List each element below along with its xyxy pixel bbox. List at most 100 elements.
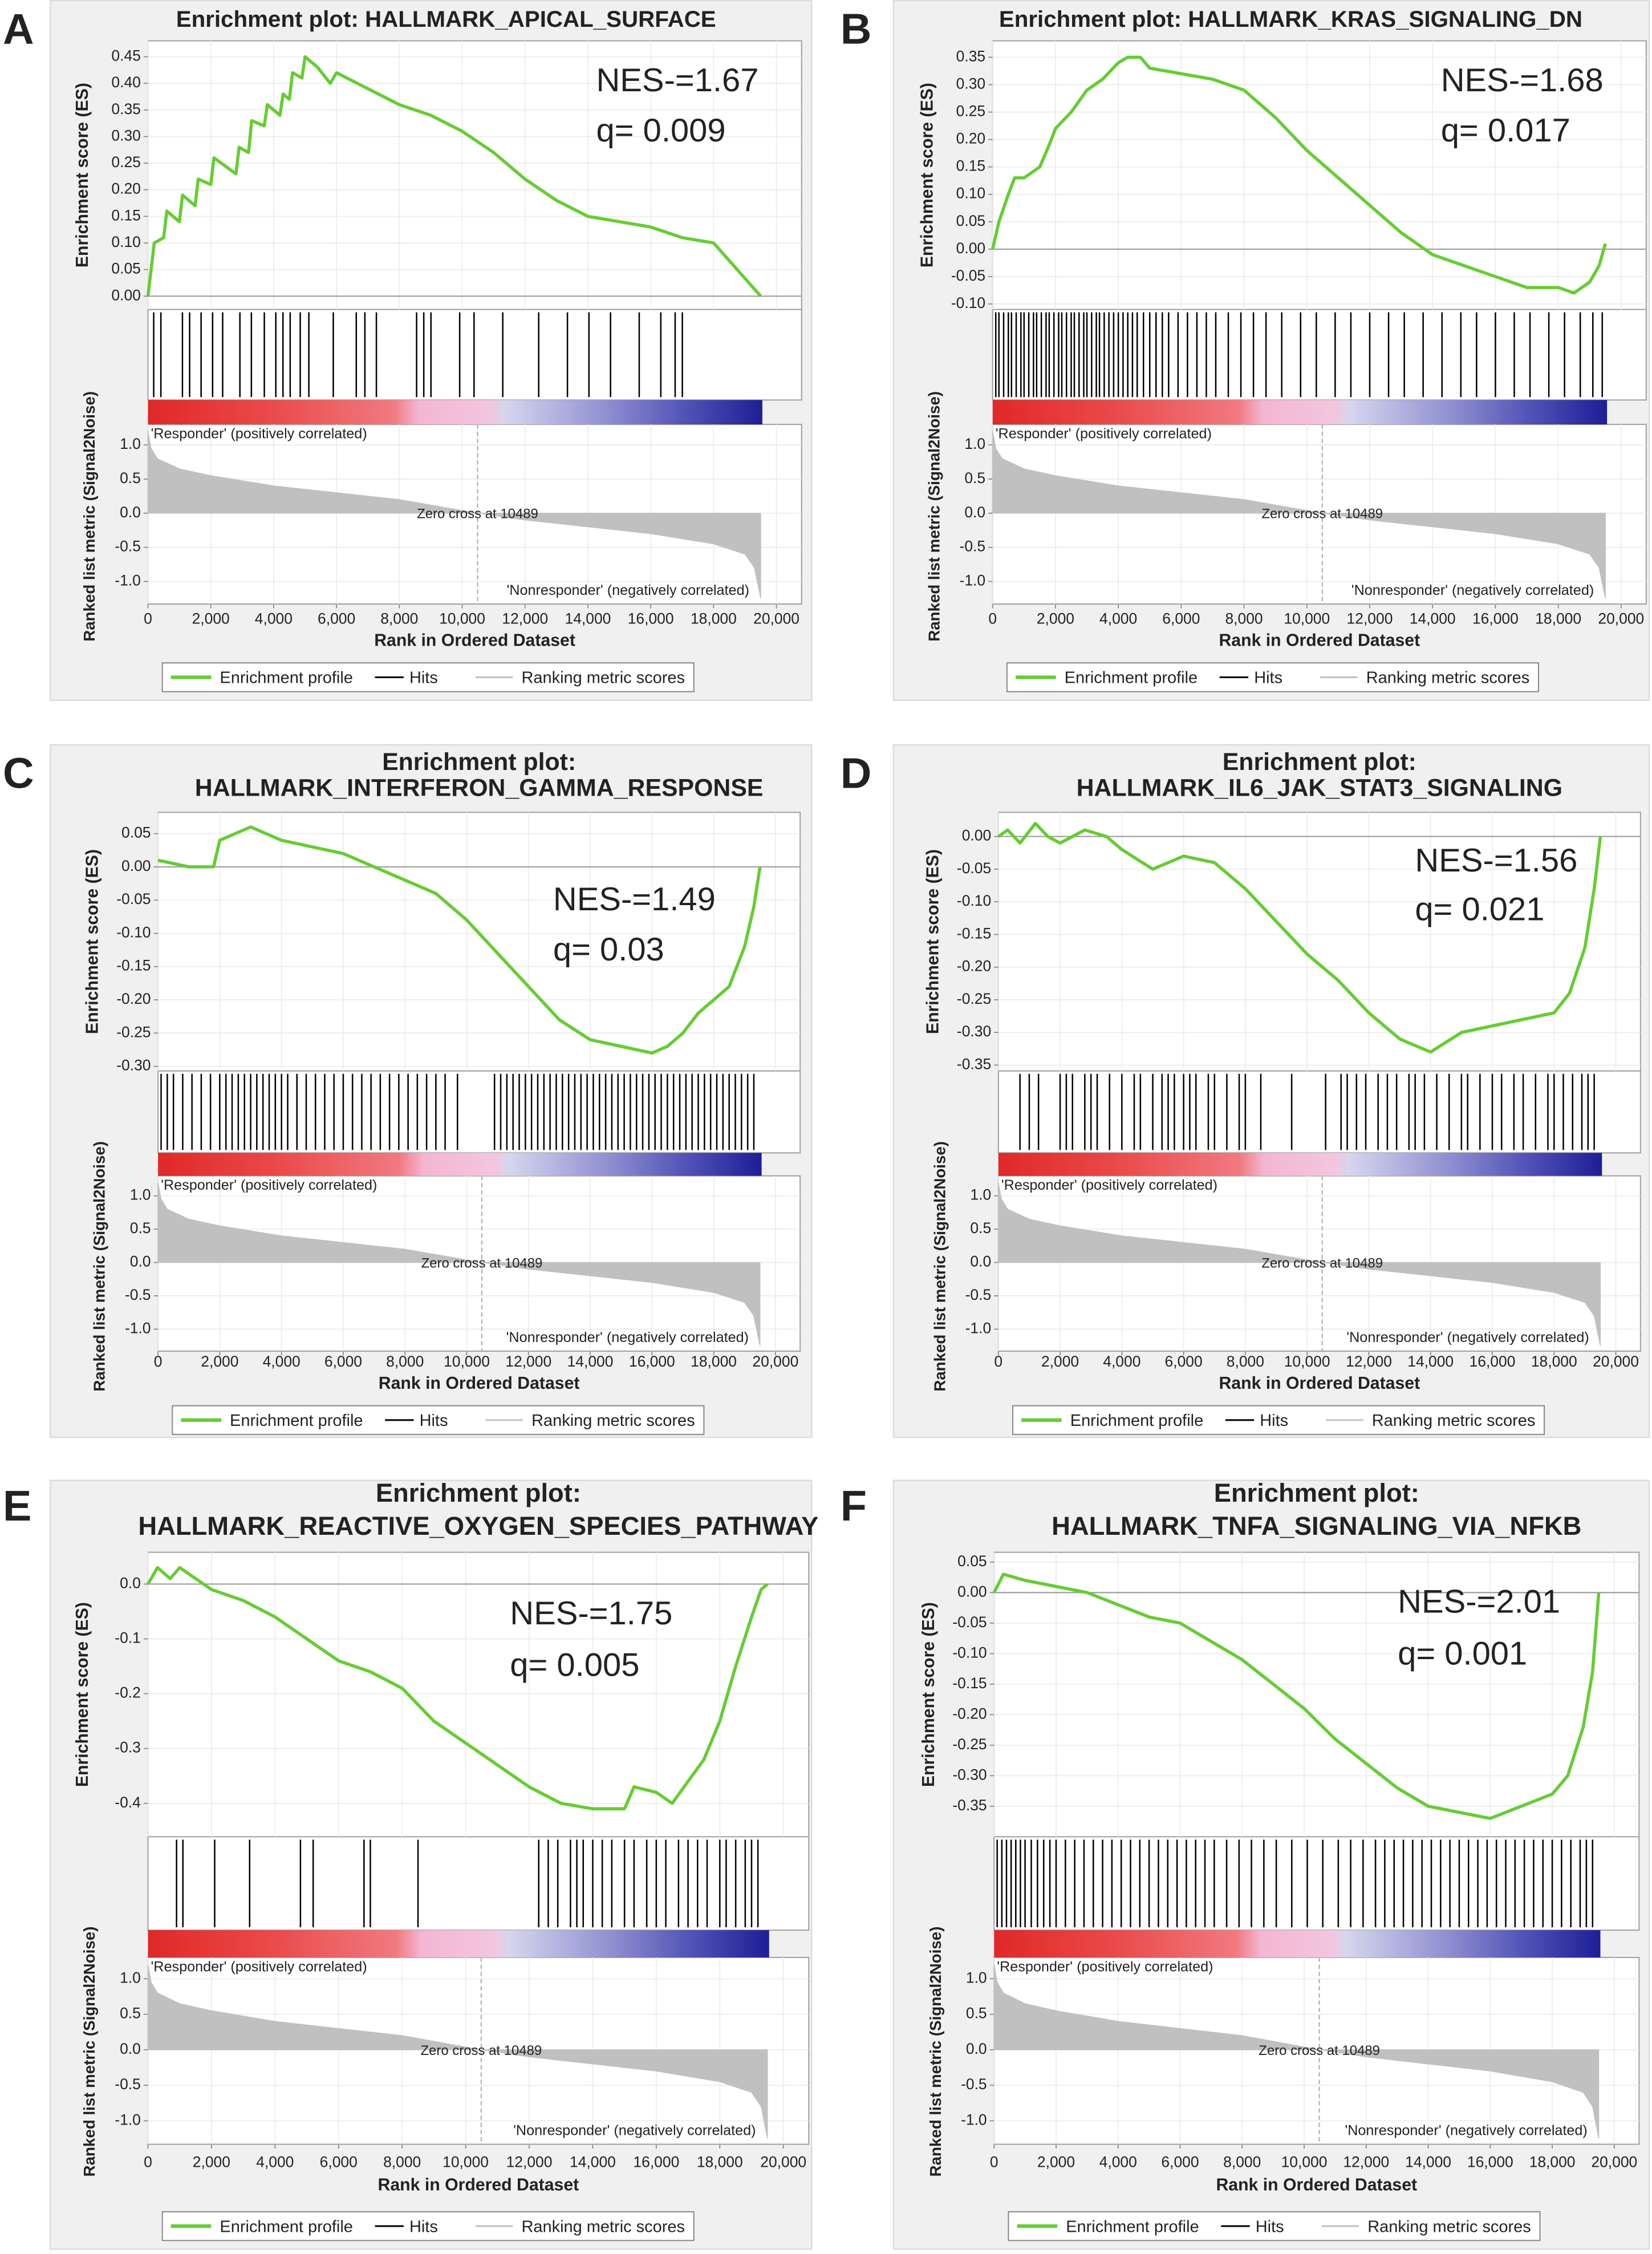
annotation: q= 0.005 — [510, 1647, 639, 1684]
x-tick-label: 0 — [154, 1353, 163, 1370]
x-tick-label: 8,000 — [1223, 2153, 1261, 2170]
y-tick-label: 0.15 — [956, 157, 985, 175]
y2-axis-label: Ranked list metric (Signal2Noise) — [80, 1927, 98, 2177]
legend-label: Hits — [1256, 2217, 1284, 2236]
x-tick-label: 16,000 — [1467, 2153, 1513, 2170]
zero-cross-label: Zero cross at 10489 — [420, 2043, 542, 2058]
x-tick-label: 6,000 — [1162, 610, 1200, 627]
y-tick-label: -0.1 — [115, 1629, 141, 1646]
y-tick-label: -0.30 — [952, 1766, 987, 1783]
y-tick-label: -0.4 — [115, 1794, 141, 1811]
x-tick-label: 0 — [994, 1353, 1002, 1370]
hits-area — [147, 1836, 810, 1931]
x-tick-label: 6,000 — [1161, 2153, 1199, 2170]
y2-tick-label: -0.5 — [961, 2075, 987, 2093]
y-axis-label: Enrichment score (ES) — [73, 1602, 92, 1787]
zero-cross-label: Zero cross at 10489 — [421, 1255, 543, 1271]
y-axis-label: Enrichment score (ES) — [919, 1602, 938, 1787]
x-tick-label: 18,000 — [1531, 1353, 1577, 1370]
annotation: NES-=1.49 — [553, 881, 716, 918]
ranked-metric-area — [993, 1964, 1600, 2139]
annotation: q= 0.021 — [1415, 891, 1544, 927]
x-tick-label: 8,000 — [383, 2153, 421, 2170]
negative-label: 'Nonresponder' (negatively correlated) — [1346, 1329, 1589, 1345]
hits-area — [997, 1070, 1641, 1154]
ranked-metric-area — [147, 1964, 768, 2139]
y2-tick-label: 0.5 — [966, 2005, 987, 2022]
legend-label: Enrichment profile — [230, 1412, 363, 1430]
zero-cross-label: Zero cross at 10489 — [417, 506, 538, 522]
y-tick-label: 0.10 — [111, 233, 140, 250]
y-tick-label: -0.35 — [957, 1055, 991, 1072]
x-tick-label: 16,000 — [628, 610, 674, 627]
y-tick-label: -0.20 — [116, 990, 151, 1007]
es-plot-area — [147, 40, 802, 310]
negative-label: 'Nonresponder' (negatively correlated) — [507, 582, 749, 598]
x-tick-label: 0 — [988, 610, 997, 627]
x-tick-label: 18,000 — [691, 610, 737, 627]
x-tick-label: 4,000 — [1103, 1353, 1140, 1370]
legend-label: Hits — [1254, 669, 1282, 687]
legend-label: Hits — [409, 669, 438, 687]
panel-letter: A — [3, 5, 34, 53]
x-tick-label: 10,000 — [443, 2153, 489, 2170]
chart-title: Enrichment plot: — [382, 748, 576, 776]
y-tick-label: -0.20 — [952, 1705, 987, 1722]
x-tick-label: 14,000 — [1405, 2153, 1451, 2170]
legend-label: Ranking metric scores — [521, 669, 685, 687]
x-tick-label: 16,000 — [1470, 1353, 1516, 1370]
annotation: NES-=1.67 — [596, 62, 758, 99]
es-plot-area — [157, 812, 801, 1072]
hits-area — [147, 309, 802, 401]
enrichment-line — [147, 1566, 769, 1811]
x-tick-label: 0 — [144, 610, 152, 627]
y-tick-label: 0.20 — [956, 130, 985, 147]
legend-label: Enrichment profile — [1066, 2217, 1199, 2236]
x-tick-label: 8,000 — [386, 1353, 424, 1370]
y-tick-label: 0.15 — [111, 206, 140, 224]
positive-label: 'Responder' (positively correlated) — [151, 1959, 367, 1975]
x-tick-label: 2,000 — [1037, 2153, 1075, 2170]
y-tick-label: -0.15 — [116, 957, 151, 974]
y2-tick-label: -1.0 — [125, 1319, 151, 1336]
annotation: q= 0.03 — [553, 931, 664, 968]
legend-label: Enrichment profile — [1070, 1412, 1203, 1430]
annotation: NES-=2.01 — [1398, 1584, 1560, 1620]
zero-cross-label: Zero cross at 10489 — [1261, 506, 1383, 522]
x-tick-label: 2,000 — [193, 2153, 230, 2170]
y-tick-label: -0.35 — [952, 1797, 987, 1814]
es-plot-area — [992, 40, 1647, 310]
legend-box — [161, 662, 695, 692]
y-tick-label: 0.20 — [111, 180, 140, 197]
x-axis-label: Rank in Ordered Dataset — [1216, 2176, 1417, 2195]
y2-tick-label: 1.0 — [964, 435, 985, 452]
y2-tick-label: 1.0 — [120, 435, 141, 452]
rank-color-bar — [148, 1930, 769, 1958]
x-tick-label: 4,000 — [1099, 2153, 1137, 2170]
y-tick-label: 0.05 — [956, 212, 985, 229]
y-tick-label: -0.05 — [116, 890, 151, 907]
y-tick-label: -0.10 — [116, 923, 151, 940]
y-tick-label: -0.25 — [952, 1736, 987, 1753]
y2-tick-label: 0.5 — [130, 1219, 151, 1237]
x-tick-label: 14,000 — [1407, 1353, 1454, 1370]
y2-tick-label: -0.5 — [115, 2075, 141, 2093]
x-tick-label: 10,000 — [1281, 2153, 1328, 2170]
legend-label: Ranking metric scores — [531, 1412, 695, 1430]
x-tick-label: 18,000 — [1535, 610, 1581, 627]
x-tick-label: 0 — [990, 2153, 998, 2170]
y-tick-label: 0.30 — [956, 75, 985, 92]
y2-tick-label: 0.0 — [970, 1253, 991, 1270]
legend-box — [1006, 662, 1539, 692]
y2-tick-label: 1.0 — [966, 1969, 987, 1986]
chart-title: HALLMARK_REACTIVE_OXYGEN_SPECIES_PATHWAY — [138, 1511, 818, 1540]
x-tick-label: 14,000 — [1410, 610, 1456, 627]
x-axis-label: Rank in Ordered Dataset — [374, 631, 575, 650]
y-tick-label: -0.10 — [957, 892, 991, 909]
y-tick-label: -0.10 — [951, 294, 985, 311]
x-tick-label: 4,000 — [256, 2153, 294, 2170]
chart-title: HALLMARK_IL6_JAK_STAT3_SIGNALING — [1077, 774, 1562, 801]
annotation: q= 0.017 — [1441, 112, 1570, 149]
y2-tick-label: -0.5 — [965, 1286, 992, 1303]
